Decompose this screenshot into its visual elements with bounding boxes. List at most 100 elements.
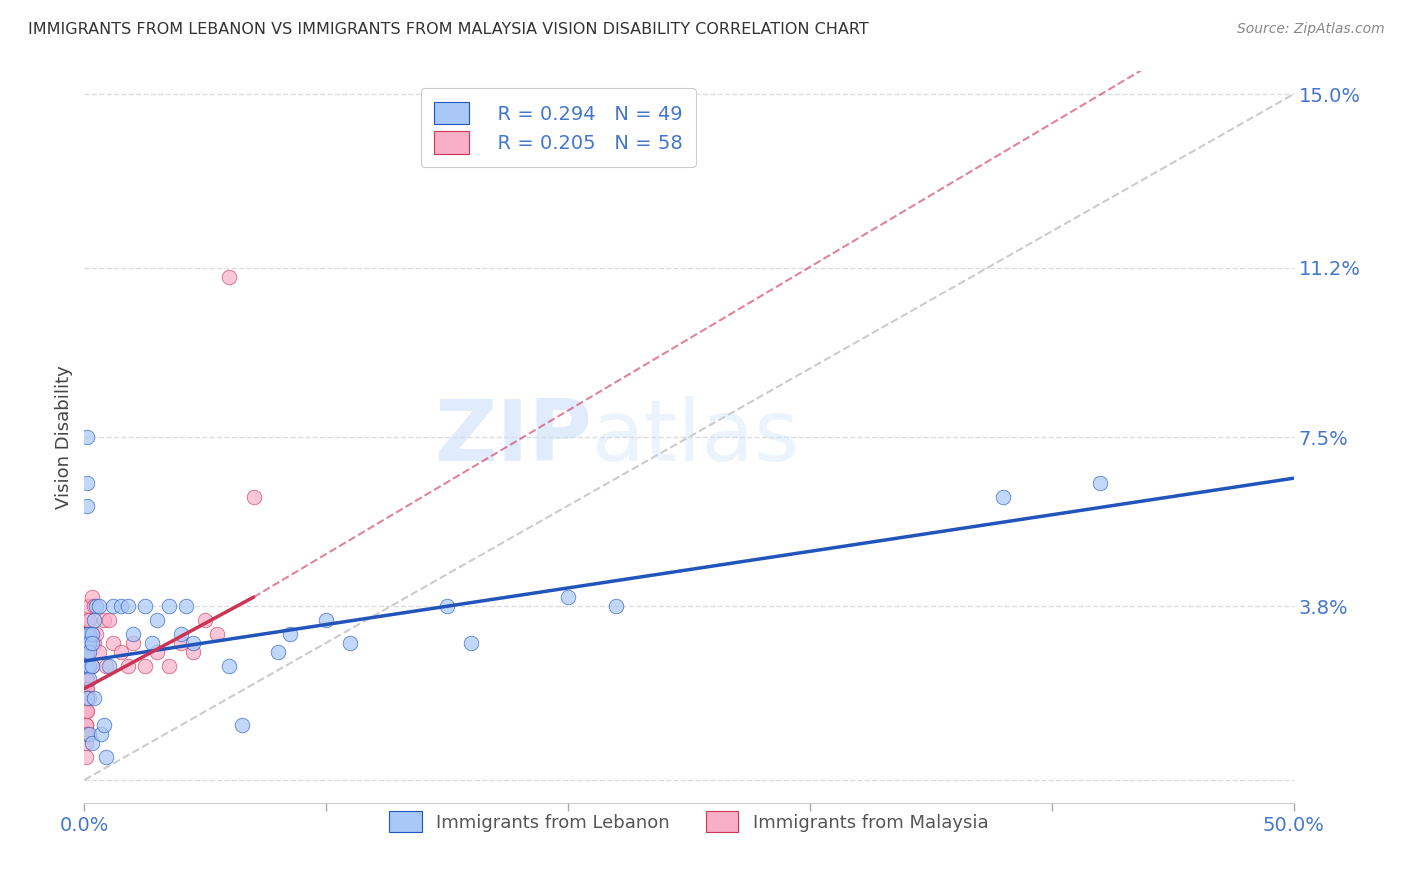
Point (75, 673, 97, 687)
Point (80, 626, 103, 640)
Point (76, 626, 98, 640)
Point (117, 658, 139, 673)
Point (76, 645, 98, 659)
Point (75, 658, 97, 673)
Point (94, 658, 117, 673)
Point (75, 750, 97, 764)
Point (218, 658, 240, 673)
Point (231, 718, 253, 732)
Point (93, 718, 115, 732)
Point (77, 645, 100, 659)
Point (103, 599, 125, 614)
Point (76, 636, 98, 650)
Point (75, 718, 97, 732)
Point (75, 718, 97, 732)
Point (76, 626, 98, 640)
Point (157, 658, 180, 673)
Point (77, 636, 100, 650)
Point (76, 658, 98, 673)
Point (76, 681, 98, 696)
Point (75, 645, 97, 659)
Point (75, 645, 97, 659)
Point (94, 750, 117, 764)
Point (339, 636, 361, 650)
Point (557, 590, 579, 604)
Point (121, 636, 143, 650)
Point (1088, 475, 1111, 490)
Point (76, 690, 98, 705)
Text: atlas: atlas (592, 395, 800, 479)
Point (77, 658, 100, 673)
Point (242, 490, 264, 504)
Point (80, 636, 103, 650)
Point (117, 599, 139, 614)
Point (77, 658, 100, 673)
Point (97, 613, 120, 627)
Point (86, 599, 108, 614)
Point (207, 626, 229, 640)
Point (77, 636, 100, 650)
Point (170, 636, 193, 650)
Point (76, 645, 98, 659)
Point (76, 727, 98, 741)
Point (80, 590, 103, 604)
Point (80, 736, 103, 750)
Point (218, 270, 240, 285)
Point (75, 626, 97, 640)
Point (77, 727, 100, 741)
Point (76, 430, 98, 444)
Point (75, 690, 97, 705)
Point (93, 613, 115, 627)
Point (87, 599, 110, 614)
Point (87, 645, 110, 659)
Point (315, 613, 337, 627)
Point (76, 673, 98, 687)
Point (76, 636, 98, 650)
Point (278, 626, 301, 640)
Point (76, 499, 98, 513)
Point (146, 613, 169, 627)
Point (97, 658, 120, 673)
Point (76, 658, 98, 673)
Point (103, 636, 125, 650)
Point (83, 599, 105, 614)
Point (75, 658, 97, 673)
Point (134, 658, 156, 673)
Point (75, 636, 97, 650)
Point (75, 636, 97, 650)
Point (77, 613, 100, 627)
Point (76, 613, 98, 627)
Point (90, 727, 112, 741)
Point (134, 599, 156, 614)
Point (77, 626, 100, 640)
Point (110, 599, 132, 614)
Legend: Immigrants from Lebanon, Immigrants from Malaysia: Immigrants from Lebanon, Immigrants from… (377, 799, 1001, 845)
Point (436, 599, 458, 614)
Point (181, 645, 204, 659)
Point (80, 658, 103, 673)
Point (267, 645, 290, 659)
Text: ZIP: ZIP (434, 395, 592, 479)
Point (110, 645, 132, 659)
Point (75, 681, 97, 696)
Point (174, 599, 197, 614)
Point (75, 681, 97, 696)
Point (80, 658, 103, 673)
Text: IMMIGRANTS FROM LEBANON VS IMMIGRANTS FROM MALAYSIA VISION DISABILITY CORRELATIO: IMMIGRANTS FROM LEBANON VS IMMIGRANTS FR… (28, 22, 869, 37)
Point (86, 626, 108, 640)
Point (76, 690, 98, 705)
Point (605, 599, 627, 614)
Point (75, 705, 97, 719)
Point (75, 673, 97, 687)
Point (460, 636, 482, 650)
Y-axis label: Vision Disability: Vision Disability (55, 365, 73, 509)
Point (121, 626, 143, 640)
Point (83, 613, 105, 627)
Point (75, 705, 97, 719)
Point (76, 705, 98, 719)
Point (77, 673, 100, 687)
Point (77, 690, 100, 705)
Point (993, 490, 1015, 504)
Point (157, 599, 180, 614)
Point (83, 690, 105, 705)
